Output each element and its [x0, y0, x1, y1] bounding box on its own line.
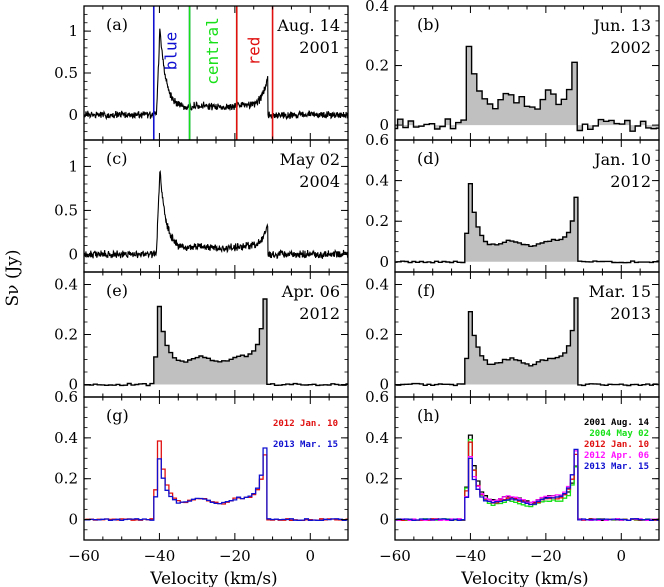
x-axis-title-left: Velocity (km/s) [149, 569, 277, 587]
y-tick-label-d-0: 0 [379, 253, 389, 271]
profile-line-f [395, 297, 659, 387]
panel-label-d: (d) [417, 149, 440, 168]
x-tick-label-g-3: 0 [306, 547, 316, 565]
y-tick-label-g-2: 0.4 [54, 429, 78, 447]
y-tick-label-c-0: 0 [68, 245, 78, 263]
x-tick-label-h-3: 0 [617, 547, 627, 565]
x-tick-label-h-2: −20 [530, 547, 562, 565]
y-tick-label-g-1: 0.2 [54, 470, 78, 488]
y-tick-label-a-1: 0.5 [54, 64, 78, 82]
y-tick-label-g-0: 0 [68, 511, 78, 529]
y-tick-label-c-1: 0.5 [54, 201, 78, 219]
series-line-g-1 [84, 447, 348, 522]
x-tick-label-g-2: −20 [219, 547, 251, 565]
panel-e: 0 0.2 0.4 (e) Apr. 06 2012 [54, 271, 349, 398]
band-label-central: central [203, 17, 222, 84]
profile-line-c [84, 170, 348, 260]
y-tick-label-h-3: 0.6 [365, 388, 389, 406]
band-label-blue: blue [162, 32, 181, 71]
profile-line-a [84, 28, 348, 121]
year-label-d: 2012 [610, 172, 651, 191]
date-label-a: Aug. 14 [276, 16, 340, 35]
date-label-b: Jun. 13 [591, 16, 651, 35]
y-axis-title: Sν (Jy) [3, 249, 23, 306]
panel-a: blue central red 0 0.5 1 (a) Aug. 14 2001 [54, 5, 349, 141]
year-label-e: 2012 [299, 304, 340, 323]
profile-fill-d [395, 183, 659, 263]
profile-fill-f [395, 297, 659, 386]
y-tick-label-h-1: 0.2 [365, 470, 389, 488]
plot-area-f [395, 297, 659, 387]
profile-fill-e [84, 299, 348, 386]
legend-entry-h-1: 2004 May 02 [589, 429, 649, 439]
profile-line-e [84, 298, 348, 387]
x-tick-label-g-1: −40 [144, 547, 176, 565]
y-tick-label-a-2: 1 [68, 22, 78, 40]
panel-g: 0 0.2 0.4 0.6 (g) 2012 Jan. 10 2013 Mar. 15 −60… [54, 388, 349, 565]
legend-entry-g-1: 2013 Mar. 15 [273, 440, 338, 450]
panel-label-f: (f) [417, 281, 435, 300]
year-label-b: 2002 [610, 38, 651, 57]
legend-entry-g-0: 2012 Jan. 10 [273, 419, 338, 429]
legend-entry-h-4: 2013 Mar. 15 [584, 462, 649, 472]
y-tick-label-f-1: 0.2 [365, 326, 389, 344]
panel-f: 0 0.2 0.4 (f) Mar. 15 2013 [365, 271, 660, 398]
y-tick-label-f-2: 0.4 [365, 276, 389, 294]
panel-d: 0 0.2 0.4 0.6 (d) Jan. 10 2012 [365, 131, 660, 273]
y-tick-label-d-3: 0.6 [365, 131, 389, 149]
panel-label-a: (a) [106, 15, 128, 34]
y-tick-label-b-2: 0.4 [365, 0, 389, 15]
plot-area-e [84, 298, 348, 387]
date-label-d: Jan. 10 [592, 150, 651, 169]
plot-area-a [84, 28, 348, 121]
legend-entry-h-3: 2012 Apr. 06 [584, 451, 649, 461]
y-tick-label-b-0: 0 [379, 116, 389, 134]
year-label-c: 2004 [299, 172, 340, 191]
x-axis-title-right: Velocity (km/s) [460, 569, 588, 587]
date-label-f: Mar. 15 [589, 282, 651, 301]
y-tick-label-e-2: 0.4 [54, 276, 78, 294]
y-tick-label-a-0: 0 [68, 106, 78, 124]
legend-entry-h-0: 2001 Aug. 14 [584, 418, 650, 428]
y-tick-label-d-1: 0.2 [365, 212, 389, 230]
plot-area-h [395, 434, 659, 522]
panel-label-b: (b) [417, 15, 440, 34]
y-tick-label-e-0: 0 [68, 376, 78, 394]
legend-entry-h-2: 2012 Jan. 10 [584, 440, 649, 450]
y-tick-label-e-1: 0.2 [54, 326, 78, 344]
date-label-e: Apr. 06 [281, 282, 340, 301]
x-tick-label-g-0: −60 [68, 547, 100, 565]
plot-area-d [395, 183, 659, 264]
plot-area-b [395, 45, 659, 132]
x-tick-label-h-0: −60 [379, 547, 411, 565]
y-tick-label-h-2: 0.4 [365, 429, 389, 447]
band-label-red: red [245, 37, 264, 66]
panel-label-c: (c) [106, 149, 127, 168]
panel-label-e: (e) [106, 281, 128, 300]
profile-fill-b [395, 46, 659, 132]
year-label-f: 2013 [610, 304, 651, 323]
y-tick-label-d-2: 0.4 [365, 172, 389, 190]
x-tick-label-h-1: −40 [455, 547, 487, 565]
y-tick-label-g-3: 0.6 [54, 388, 78, 406]
series-line-g-0 [84, 440, 348, 521]
year-label-a: 2001 [299, 38, 340, 57]
profile-line-d [395, 183, 659, 264]
plot-area-g [84, 440, 348, 522]
series-line-h-4 [395, 448, 659, 521]
y-tick-label-c-2: 1 [68, 157, 78, 175]
plot-area-c [84, 170, 348, 260]
date-label-c: May 02 [280, 150, 340, 169]
profile-line-b [395, 45, 659, 132]
panel-label-g: (g) [106, 406, 129, 425]
panel-c: 0 0.5 1 (c) May 02 2004 [54, 139, 349, 273]
y-tick-label-h-0: 0 [379, 511, 389, 529]
y-tick-label-f-0: 0 [379, 376, 389, 394]
panel-label-h: (h) [417, 406, 440, 425]
y-tick-label-b-1: 0.2 [365, 57, 389, 75]
panel-b: 0 0.2 0.4 (b) Jun. 13 2002 [365, 0, 660, 141]
